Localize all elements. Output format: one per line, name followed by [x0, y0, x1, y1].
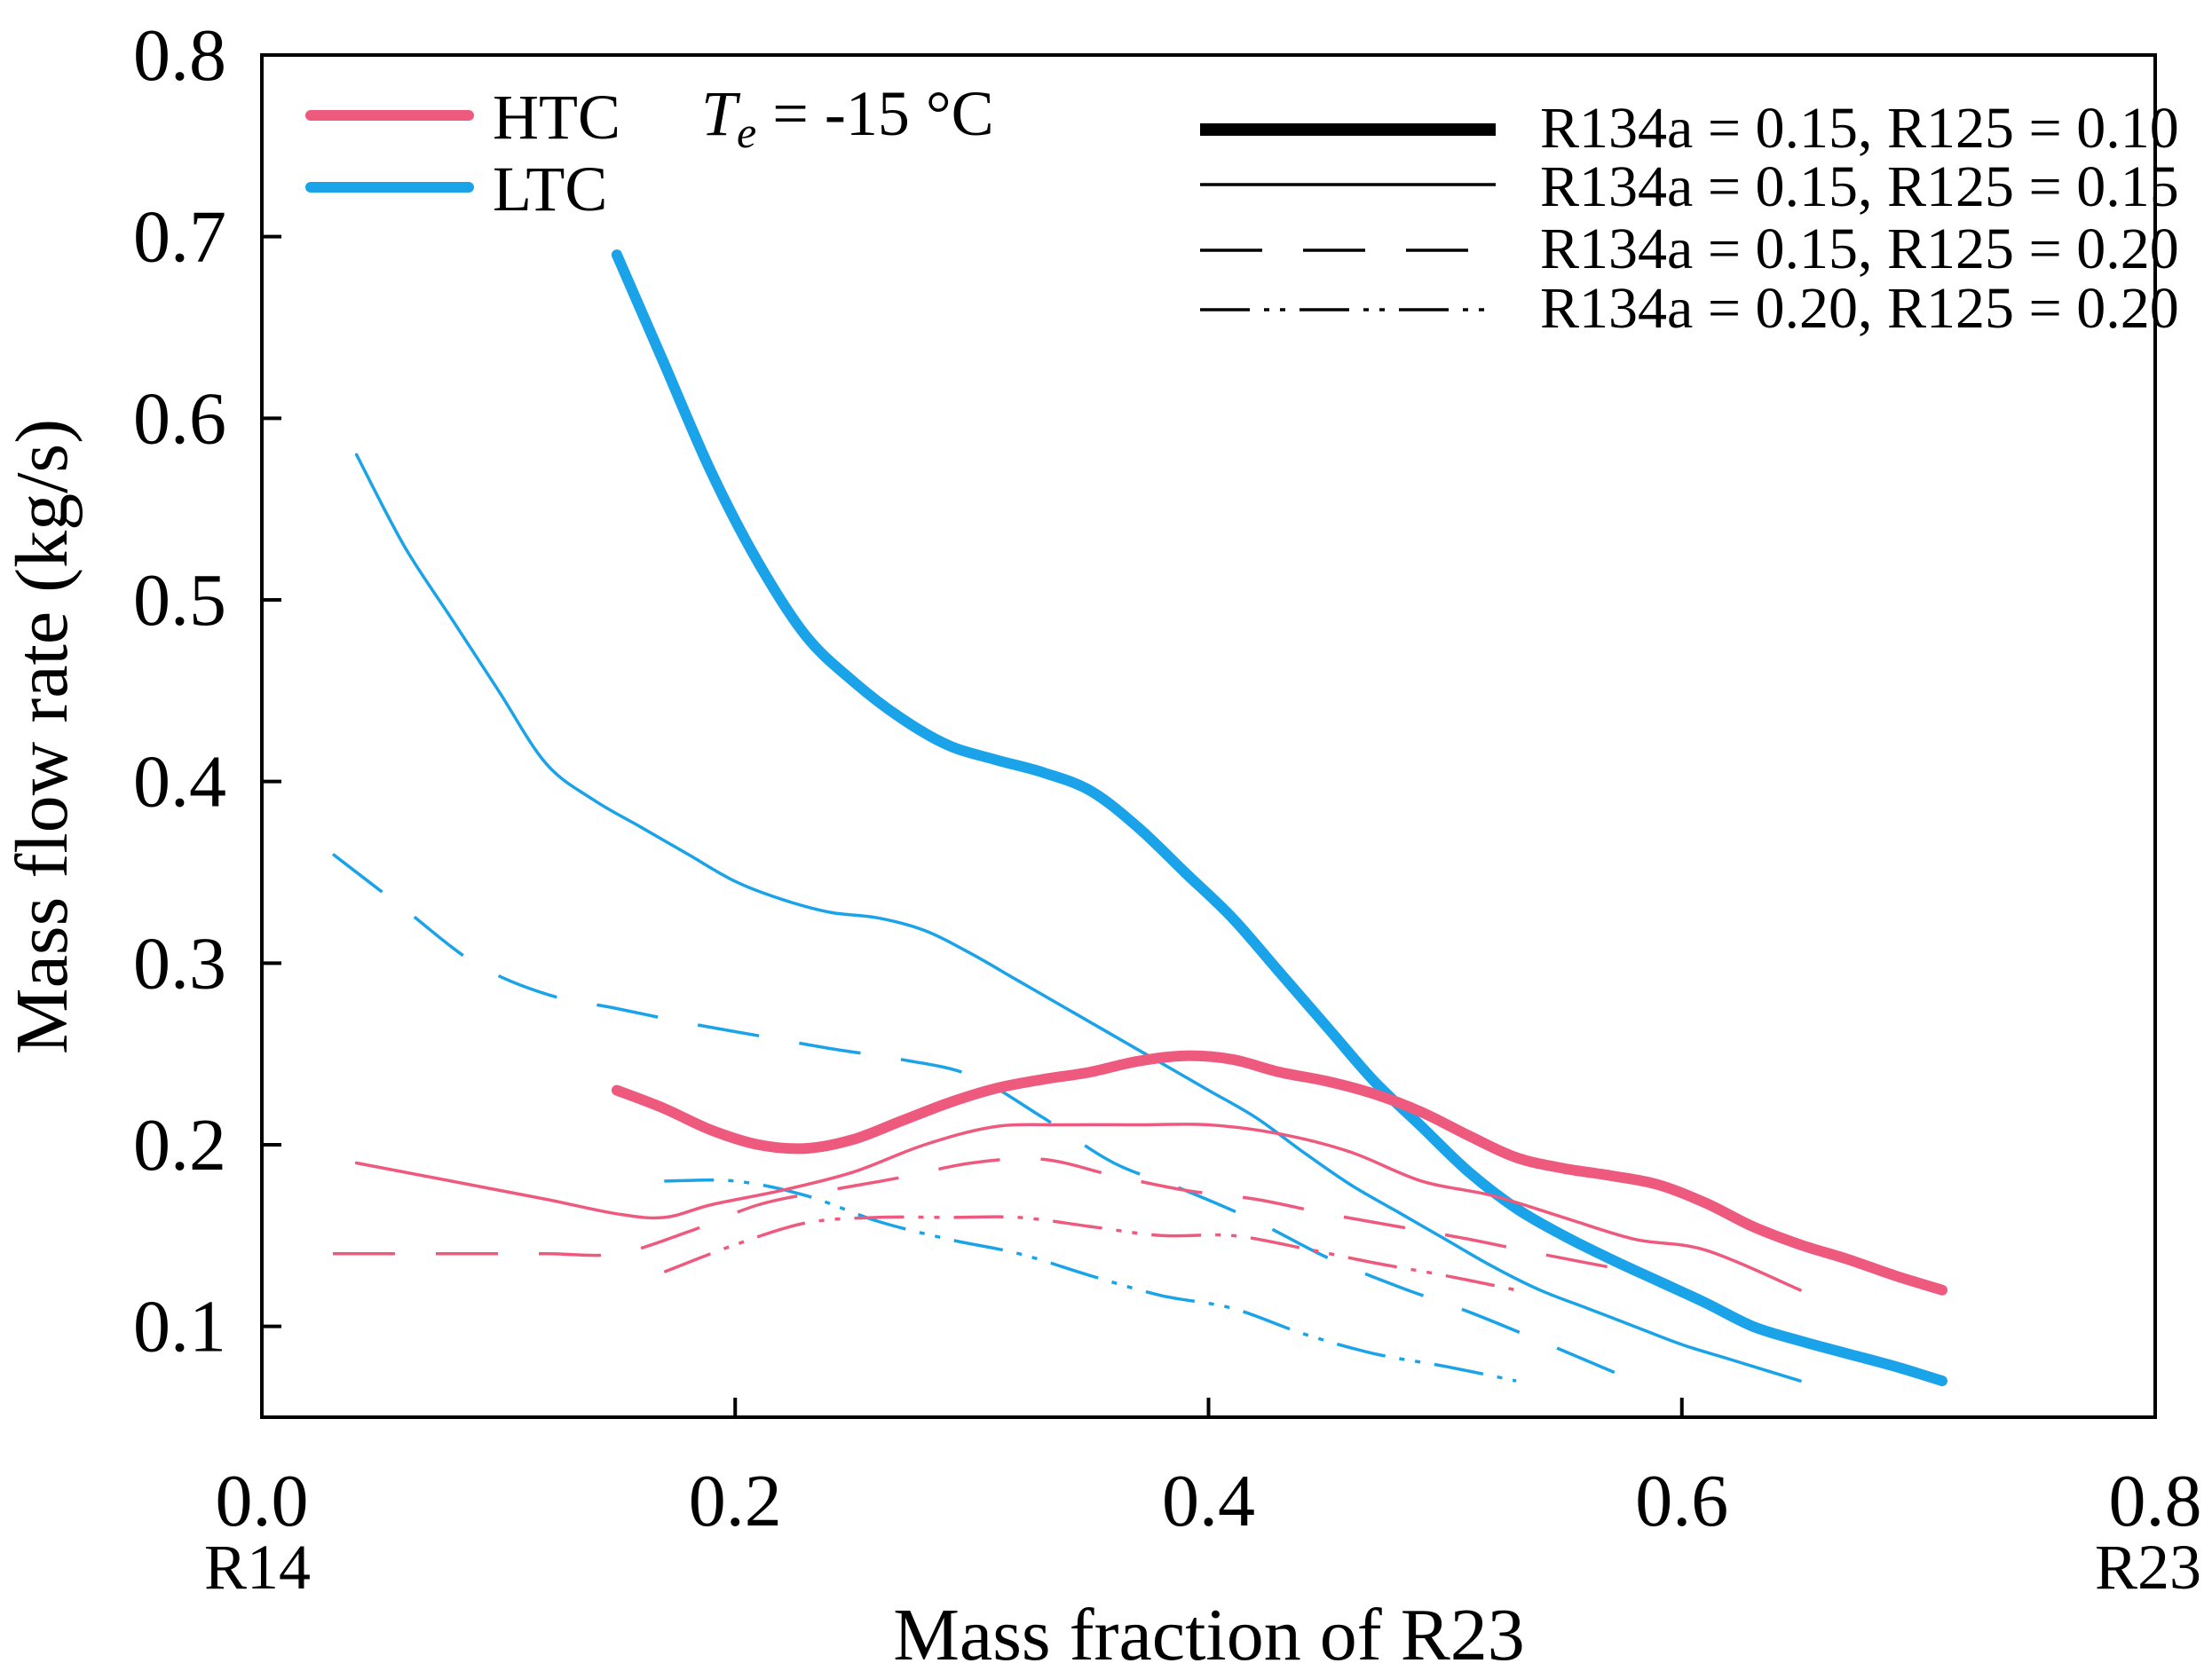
x-tick-label: 0.4	[1162, 1460, 1255, 1542]
y-tick-label: 0.7	[133, 196, 226, 279]
legend-compositions: R134a = 0.15, R125 = 0.10 R134a = 0.15, …	[1200, 96, 2179, 341]
y-tick-label: 0.5	[133, 559, 226, 642]
x-axis-title: Mass fraction of R23	[893, 1594, 1525, 1676]
y-tick-label: 0.8	[133, 14, 226, 97]
x-tick-label: 0.6	[1635, 1460, 1728, 1542]
series-line-htc-dashdotdot	[663, 1215, 1517, 1292]
legend-thick-label: R134a = 0.15, R125 = 0.10	[1540, 96, 2179, 161]
y-tick-label: 0.1	[133, 1286, 226, 1368]
legend-thin-label: R134a = 0.15, R125 = 0.15	[1540, 154, 2179, 219]
y-axis-title: Mass flow rate (kg/s)	[1, 419, 83, 1054]
series-line-htc-dashed	[332, 1156, 1635, 1274]
series-line-ltc-thick	[611, 249, 1947, 1387]
legend-cycles: HTC LTC	[305, 82, 620, 225]
x-tick-label: 0.2	[689, 1460, 782, 1542]
x-end-label-left: R14	[204, 1532, 311, 1603]
y-tick-label: 0.6	[133, 377, 226, 460]
axis-ticks: 0.0 0.2 0.4 0.6 0.8 0.1 0.2 0.3 0.4 0.5 0.6 0.7 0.8	[133, 14, 2202, 1542]
legend-dashed-label: R134a = 0.15, R125 = 0.20	[1540, 217, 2179, 281]
condition-annotation: Te = -15 °C	[701, 78, 994, 157]
series-line-ltc-thin	[354, 453, 1802, 1383]
x-end-label-right: R23	[2095, 1532, 2201, 1603]
x-tick-label: 0.0	[216, 1460, 309, 1542]
series-line-ltc-dashed	[331, 853, 1636, 1383]
legend-dashdot-label: R134a = 0.20, R125 = 0.20	[1540, 276, 2179, 341]
series-line-ltc-dashdotdot	[664, 1178, 1517, 1383]
x-tick-label: 0.8	[2109, 1460, 2202, 1542]
y-tick-label: 0.2	[133, 1104, 226, 1186]
y-tick-label: 0.3	[133, 922, 226, 1005]
series-lines	[331, 249, 1947, 1387]
legend-htc-label: HTC	[493, 82, 620, 153]
legend-ltc-label: LTC	[493, 154, 607, 225]
series-line-htc-thin	[354, 1122, 1802, 1292]
series-line-htc-thick	[611, 1050, 1947, 1296]
y-tick-label: 0.4	[133, 741, 226, 824]
